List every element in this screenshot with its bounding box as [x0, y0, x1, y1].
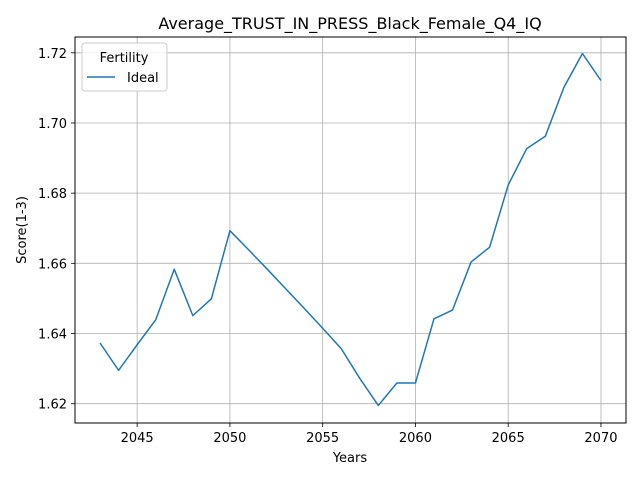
- series-line-ideal: [99, 52, 602, 407]
- y-axis-ticks: 1.62 1.64 1.66 1.68 1.70 1.72: [38, 47, 75, 413]
- legend-title: Fertility: [100, 51, 149, 66]
- y-tick-label: 1.62: [38, 398, 67, 413]
- x-tick-label: 2070: [584, 431, 617, 446]
- y-tick-label: 1.68: [38, 187, 67, 202]
- legend-box: [81, 42, 168, 92]
- series-layer: [99, 52, 602, 407]
- chart-title: Average_TRUST_IN_PRESS_Black_Female_Q4_I…: [158, 14, 541, 34]
- x-tick-label: 2045: [121, 431, 154, 446]
- x-axis-label: Years: [332, 451, 368, 466]
- x-axis-ticks: 2045 2050 2055 2060 2065 2070: [121, 423, 618, 446]
- y-axis-label: Score(1-3): [15, 196, 30, 264]
- x-tick-label: 2065: [492, 431, 525, 446]
- legend: Fertility Ideal: [81, 42, 168, 92]
- y-tick-label: 1.72: [38, 47, 67, 62]
- y-tick-label: 1.64: [38, 328, 67, 343]
- x-tick-label: 2055: [306, 431, 339, 446]
- y-tick-label: 1.66: [38, 257, 67, 272]
- x-tick-label: 2060: [399, 431, 432, 446]
- legend-label-ideal: Ideal: [127, 71, 159, 86]
- x-tick-label: 2050: [213, 431, 246, 446]
- plot-frame: [74, 36, 627, 424]
- y-tick-label: 1.70: [38, 117, 67, 132]
